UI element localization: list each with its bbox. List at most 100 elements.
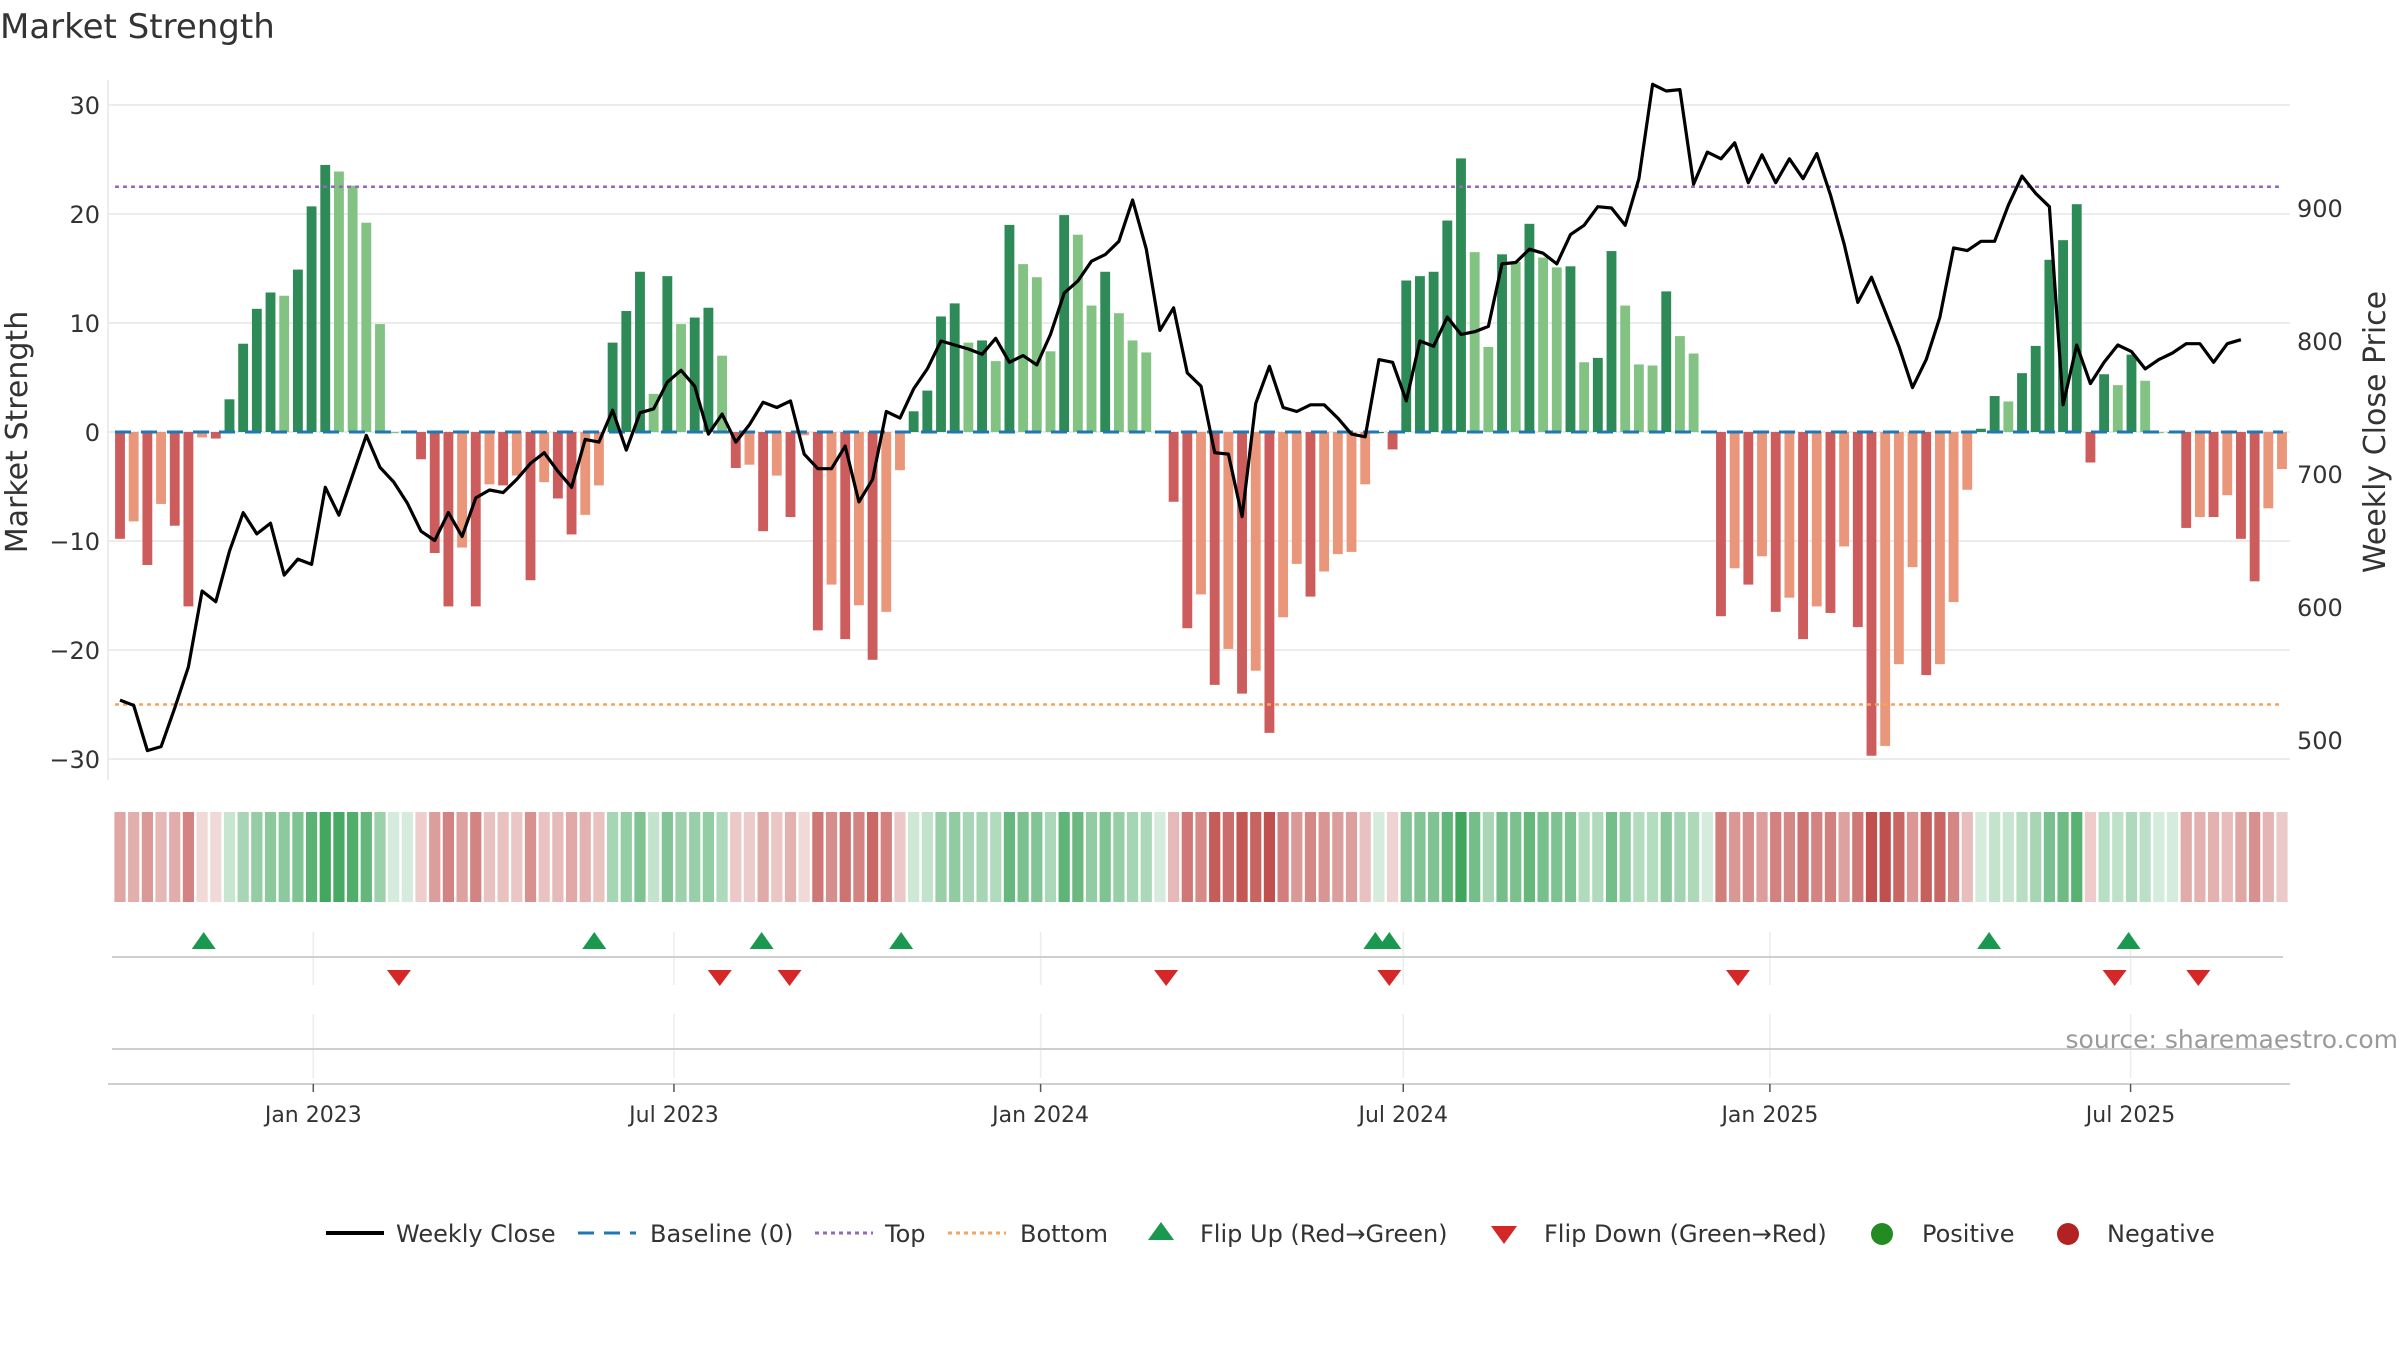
strength-heat-cell xyxy=(2016,812,2028,902)
strength-bar xyxy=(1565,266,1576,432)
flip-down-marker xyxy=(1726,970,1751,986)
strength-bar xyxy=(1291,432,1302,564)
strength-heat-cell xyxy=(2043,812,2055,902)
strength-bar xyxy=(1770,432,1781,612)
strength-bar xyxy=(648,393,659,432)
strength-bar xyxy=(1305,432,1316,597)
strength-heat-cell xyxy=(2098,812,2110,902)
strength-bar xyxy=(525,432,536,581)
strength-heat-cell xyxy=(716,812,728,902)
strength-heat-cell xyxy=(1017,812,1029,902)
strength-heat-cell xyxy=(1373,812,1385,902)
strength-heat-cell xyxy=(593,812,605,902)
flip-down-marker xyxy=(1154,970,1179,986)
strength-heat-cell xyxy=(141,812,153,902)
strength-bar xyxy=(210,432,221,439)
strength-bar xyxy=(2249,432,2260,582)
flip-up-marker xyxy=(191,932,216,949)
strength-bar xyxy=(1811,432,1822,607)
legend-positive-marker xyxy=(1871,1223,1893,1245)
strength-heat-cell xyxy=(1031,812,1043,902)
strength-heat-strip xyxy=(114,812,2288,902)
strength-heat-cell xyxy=(237,812,249,902)
strength-bar xyxy=(963,342,974,432)
strength-heat-cell xyxy=(114,812,126,902)
strength-heat-cell xyxy=(264,812,277,902)
strength-bar xyxy=(2277,432,2287,470)
strength-heat-cell xyxy=(2112,812,2124,902)
x-tick-label: Jul 2024 xyxy=(1356,1103,1448,1128)
strength-bar xyxy=(689,317,700,432)
strength-heat-cell xyxy=(825,812,838,902)
strength-heat-cell xyxy=(990,812,1002,902)
strength-heat-cell xyxy=(2262,812,2274,902)
strength-heat-cell xyxy=(689,812,701,902)
strength-bar xyxy=(867,432,878,660)
strength-bar xyxy=(1852,432,1863,628)
strength-bar xyxy=(977,340,987,432)
strength-heat-cell xyxy=(1551,812,1563,902)
flip-down-marker xyxy=(1377,970,1402,986)
strength-bars xyxy=(115,158,2287,756)
strength-bar xyxy=(128,432,139,522)
strength-bar xyxy=(2236,432,2246,539)
strength-bar xyxy=(1332,432,1343,555)
x-axis-ticks: Jan 2023 Jul 2023 Jan 2024 Jul 2024 Jan 2025… xyxy=(263,1084,2175,1128)
strength-bar xyxy=(758,432,769,532)
strength-bar xyxy=(812,432,823,631)
y2-axis-label: Weekly Close Price xyxy=(2358,291,2393,573)
strength-heat-cell xyxy=(1797,812,1809,902)
strength-heat-cell xyxy=(401,812,413,902)
strength-heat-cell xyxy=(935,812,947,902)
strength-bar xyxy=(361,222,372,432)
strength-heat-cell xyxy=(196,812,208,902)
strength-heat-cell xyxy=(2125,812,2138,902)
strength-heat-cell xyxy=(1291,812,1303,902)
strength-bar xyxy=(703,307,714,432)
strength-heat-cell xyxy=(2071,812,2083,902)
strength-bar xyxy=(2194,432,2205,518)
strength-bar xyxy=(2208,432,2219,518)
strength-bar xyxy=(1182,432,1193,629)
strength-heat-cell xyxy=(497,812,509,902)
strength-bar xyxy=(2263,432,2274,509)
strength-heat-cell xyxy=(1496,812,1508,902)
chart-title: Market Strength xyxy=(0,7,275,47)
legend-positive-label: Positive xyxy=(1922,1220,2015,1248)
strength-bar xyxy=(771,432,782,476)
strength-heat-cell xyxy=(1893,812,1905,902)
strength-heat-cell xyxy=(1934,812,1946,902)
strength-bar xyxy=(1278,432,1289,618)
strength-bar xyxy=(1497,254,1507,432)
strength-heat-cell xyxy=(388,812,400,902)
strength-bar xyxy=(1428,271,1439,432)
strength-heat-cell xyxy=(771,812,783,902)
flip-up-marker xyxy=(749,932,774,949)
strength-bar xyxy=(1976,428,1986,432)
strength-bar xyxy=(2140,380,2151,432)
strength-heat-cell xyxy=(1222,812,1234,902)
strength-heat-cell xyxy=(1523,812,1536,902)
strength-heat-cell xyxy=(1838,812,1850,902)
y2-tick-label: 600 xyxy=(2297,594,2343,622)
strength-bar xyxy=(621,311,632,432)
strength-heat-cell xyxy=(1906,812,1919,902)
strength-heat-cell xyxy=(1113,812,1125,902)
strength-bar xyxy=(2003,401,2014,432)
strength-bar xyxy=(1004,224,1015,432)
strength-bar xyxy=(1223,432,1234,649)
strength-bar xyxy=(2222,432,2233,496)
strength-heat-cell xyxy=(169,812,181,902)
strength-bar xyxy=(2112,385,2123,432)
strength-bar xyxy=(1551,267,1562,432)
strength-heat-cell xyxy=(1756,812,1768,902)
strength-bar xyxy=(2085,432,2096,463)
strength-heat-cell xyxy=(2057,812,2069,902)
strength-bar xyxy=(2058,240,2068,432)
strength-heat-cell xyxy=(2276,812,2288,902)
y-tick-label: 10 xyxy=(69,310,100,338)
y-tick-label: 0 xyxy=(85,419,100,447)
strength-heat-cell xyxy=(1250,812,1262,902)
strength-bar xyxy=(1401,280,1412,432)
strength-bar xyxy=(1579,362,1590,432)
